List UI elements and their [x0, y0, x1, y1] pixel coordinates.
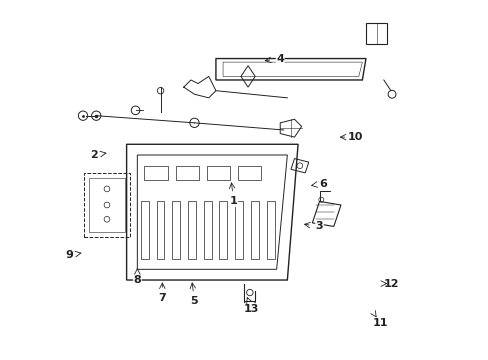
Text: 4: 4 [276, 54, 284, 64]
Bar [156, 202, 164, 258]
Text: 13: 13 [244, 303, 259, 314]
Text: 10: 10 [347, 132, 362, 142]
Bar [250, 202, 258, 258]
Bar [237, 166, 261, 180]
Text: 9: 9 [65, 250, 73, 260]
Bar [266, 202, 274, 258]
Bar [206, 166, 229, 180]
Text: 5: 5 [190, 296, 198, 306]
Text: 2: 2 [90, 150, 98, 160]
Text: 8: 8 [133, 275, 141, 285]
Text: 7: 7 [158, 293, 166, 303]
Bar [141, 202, 148, 258]
Text: 3: 3 [315, 221, 323, 231]
Bar [175, 166, 198, 180]
Bar [203, 202, 211, 258]
Text: 12: 12 [383, 279, 398, 289]
Bar [235, 202, 243, 258]
Bar [188, 202, 196, 258]
Text: 1: 1 [229, 197, 237, 206]
Bar [219, 202, 227, 258]
Text: 11: 11 [372, 318, 387, 328]
Text: 6: 6 [319, 179, 326, 189]
Bar [172, 202, 180, 258]
Bar [144, 166, 167, 180]
